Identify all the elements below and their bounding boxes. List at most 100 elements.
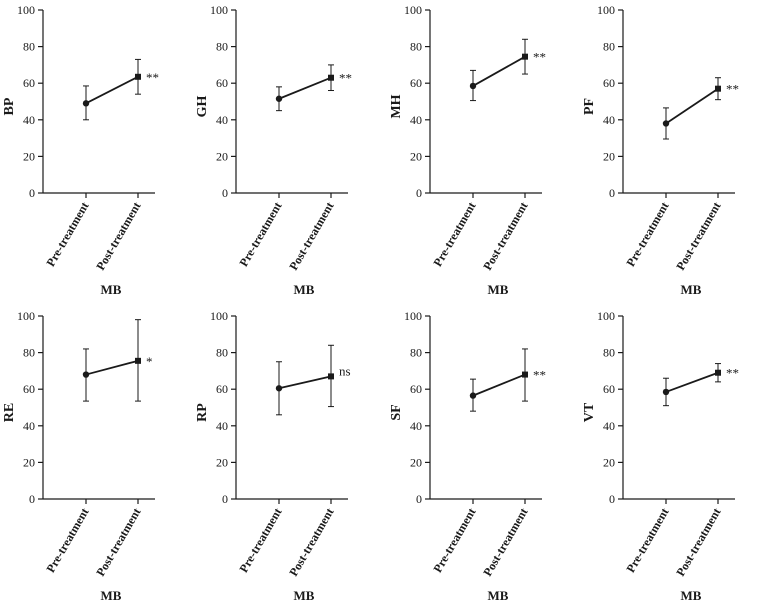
y-tick-label: 80 [410, 40, 422, 54]
significance-label: ** [533, 368, 546, 383]
point-post-treatment [135, 357, 141, 364]
point-post-treatment [522, 53, 528, 60]
series-line [665, 371, 719, 393]
significance-label: ** [726, 82, 739, 97]
y-tick-label: 20 [410, 149, 422, 163]
point-pre-treatment [662, 120, 670, 127]
y-tick-label: 100 [404, 309, 422, 323]
y-axis-label: RP [195, 403, 210, 422]
y-axis-label: GH [195, 96, 210, 118]
x-tick-label: Post-treatment [673, 200, 723, 273]
panel-vt: 0 20 40 60 80 100 VT Pre-treatment Post-treatmen… [582, 309, 739, 603]
y-tick-label: 0 [222, 186, 228, 200]
y-tick-label: 20 [216, 455, 228, 469]
y-tick-label: 0 [416, 492, 422, 506]
y-tick-label: 60 [216, 76, 228, 90]
significance-label: ** [339, 71, 352, 86]
y-tick-label: 20 [603, 149, 615, 163]
x-tick-label: Pre-treatment [430, 506, 478, 576]
y-tick-label: 0 [609, 492, 615, 506]
x-axis-label: MB [681, 588, 702, 603]
x-tick-label: Pre-treatment [43, 200, 91, 270]
y-tick-label: 80 [23, 346, 35, 360]
y-tick-label: 0 [609, 186, 615, 200]
panel-pf: 0 20 40 60 80 100 PF Pre-treatment Post-treatmen… [582, 3, 739, 297]
point-pre-treatment [275, 385, 283, 392]
y-tick-label: 100 [210, 3, 228, 17]
significance-label: ** [146, 70, 159, 85]
point-pre-treatment [82, 371, 90, 378]
significance-label: ns [339, 363, 351, 378]
point-pre-treatment [275, 95, 283, 102]
series-line [278, 76, 332, 100]
point-pre-treatment [469, 392, 477, 399]
x-tick-label: Post-treatment [93, 200, 143, 273]
y-tick-label: 100 [597, 3, 615, 17]
y-axis-label: VT [582, 402, 597, 422]
y-tick-label: 40 [603, 113, 615, 127]
y-tick-label: 40 [410, 419, 422, 433]
y-tick-label: 100 [210, 309, 228, 323]
y-tick-label: 60 [603, 76, 615, 90]
x-tick-label: Pre-treatment [236, 200, 284, 270]
x-axis-label: MB [101, 588, 122, 603]
point-post-treatment [715, 369, 721, 376]
y-tick-label: 20 [603, 455, 615, 469]
panel-mh: 0 20 40 60 80 100 MH Pre-treatment Post-treatmen… [389, 3, 546, 297]
y-tick-label: 100 [404, 3, 422, 17]
point-pre-treatment [662, 388, 670, 396]
significance-label: * [146, 354, 153, 369]
y-tick-label: 0 [416, 186, 422, 200]
y-tick-label: 60 [23, 382, 35, 396]
series-line [665, 87, 719, 125]
x-tick-label: Pre-treatment [623, 506, 671, 576]
x-axis-label: MB [294, 588, 315, 603]
series-line [472, 55, 526, 87]
y-tick-label: 40 [410, 113, 422, 127]
y-tick-label: 60 [410, 382, 422, 396]
x-tick-label: Pre-treatment [430, 200, 478, 270]
point-pre-treatment [82, 100, 90, 107]
point-pre-treatment [469, 82, 477, 90]
y-tick-label: 0 [29, 186, 35, 200]
y-tick-label: 20 [410, 455, 422, 469]
y-tick-label: 80 [23, 40, 35, 54]
x-tick-label: Post-treatment [673, 506, 723, 579]
x-axis-label: MB [681, 282, 702, 297]
point-post-treatment [135, 73, 141, 80]
point-post-treatment [328, 74, 334, 81]
panel-re: 0 20 40 60 80 100 RE Pre-treatment Post-treatmen… [2, 309, 155, 603]
series-line [278, 375, 332, 390]
panel-rp: 0 20 40 60 80 100 RP Pre-treatment Post-treatmen… [195, 309, 351, 603]
y-tick-label: 80 [603, 346, 615, 360]
y-tick-label: 0 [222, 492, 228, 506]
y-tick-label: 40 [23, 113, 35, 127]
series-line [472, 373, 526, 397]
significance-label: ** [533, 50, 546, 65]
y-tick-label: 80 [603, 40, 615, 54]
y-axis-label: RE [2, 403, 17, 422]
x-tick-label: Pre-treatment [43, 506, 91, 576]
significance-label: ** [726, 366, 739, 381]
point-post-treatment [522, 371, 528, 378]
y-tick-label: 100 [597, 309, 615, 323]
y-tick-label: 80 [216, 40, 228, 54]
y-tick-label: 80 [410, 346, 422, 360]
y-axis-label: PF [582, 98, 597, 115]
x-tick-label: Post-treatment [286, 506, 336, 579]
point-post-treatment [328, 373, 334, 380]
x-tick-label: Pre-treatment [623, 200, 671, 270]
x-axis-label: MB [101, 282, 122, 297]
x-axis-label: MB [488, 282, 509, 297]
x-tick-label: Pre-treatment [236, 506, 284, 576]
y-tick-label: 100 [17, 309, 35, 323]
x-tick-label: Post-treatment [480, 506, 530, 579]
y-axis-label: BP [2, 97, 17, 115]
y-tick-label: 60 [23, 76, 35, 90]
y-axis-label: MH [389, 94, 404, 118]
x-axis-label: MB [294, 282, 315, 297]
y-tick-label: 40 [23, 419, 35, 433]
y-tick-label: 60 [603, 382, 615, 396]
y-tick-label: 20 [23, 149, 35, 163]
